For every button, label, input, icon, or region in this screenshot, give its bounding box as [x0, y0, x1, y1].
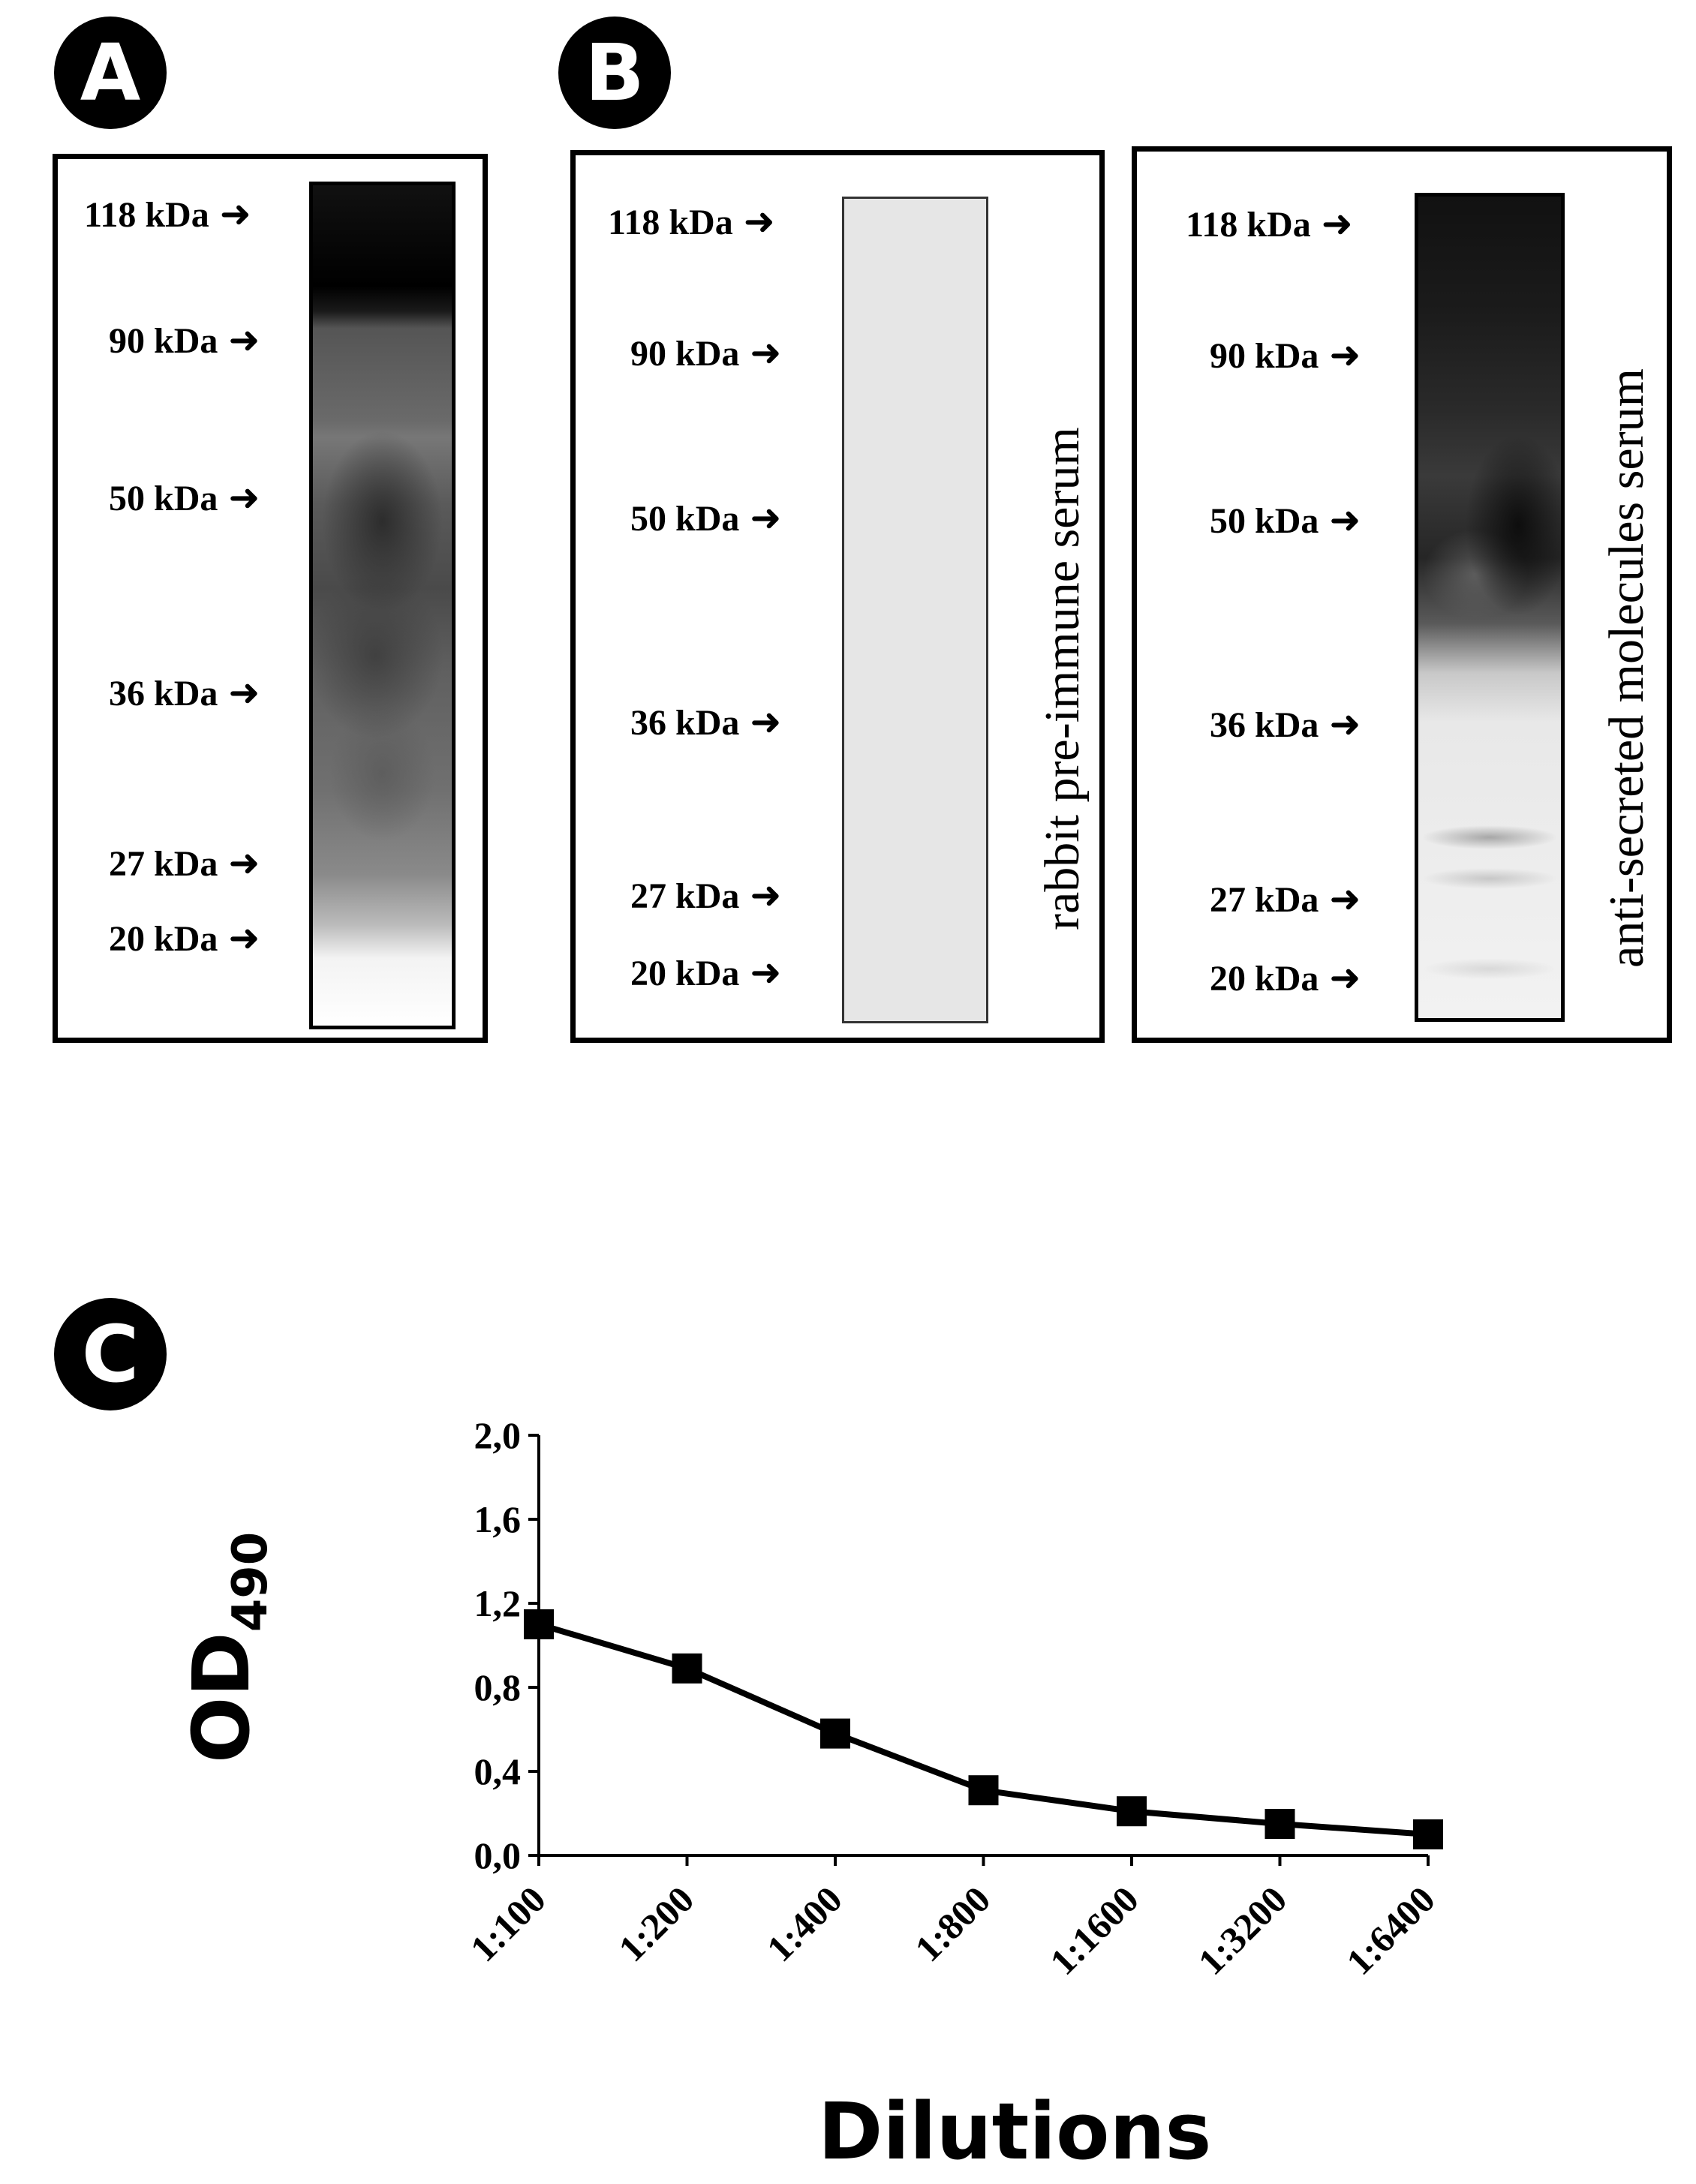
- x-tick-label: 1:100: [462, 1878, 554, 1969]
- x-tick-label: 1:6400: [1338, 1878, 1443, 1983]
- panel-b-left-marker-27: 27 kDa ➜: [630, 873, 782, 917]
- arrow-right-icon: ➜: [1329, 498, 1361, 542]
- panel-a-marker-118: 118 kDa ➜: [84, 192, 251, 236]
- panel-b-badge: B: [558, 17, 671, 129]
- dilution-line-chart: 0,0 0,4 0,8 1,2 1,6 2,0 1:100 1:200 1:400 1:800 1:…: [462, 1414, 1443, 1983]
- panel-b-left-marker-36: 36 kDa ➜: [630, 700, 782, 744]
- panel-b-left-marker-118: 118 kDa ➜: [608, 200, 775, 243]
- data-point-marker: [1264, 1809, 1295, 1839]
- panel-b-right-marker-27: 27 kDa ➜: [1210, 877, 1361, 921]
- panel-a-marker-20: 20 kDa ➜: [109, 916, 260, 960]
- arrow-right-icon: ➜: [750, 951, 782, 994]
- arrow-right-icon: ➜: [1321, 202, 1353, 245]
- x-tick-label: 1:3200: [1190, 1878, 1295, 1983]
- panel-b-right-frame: [1132, 146, 1672, 1043]
- data-point-marker: [968, 1775, 999, 1806]
- data-point-marker: [1117, 1796, 1147, 1827]
- panel-a-marker-50: 50 kDa ➜: [109, 476, 260, 519]
- arrow-right-icon: ➜: [1329, 702, 1361, 746]
- y-tick-label: 2,0: [474, 1414, 522, 1456]
- arrow-right-icon: ➜: [228, 318, 260, 362]
- arrow-right-icon: ➜: [1329, 956, 1361, 999]
- panel-a-marker-36: 36 kDa ➜: [109, 671, 260, 714]
- arrow-right-icon: ➜: [1329, 877, 1361, 921]
- x-tick-label: 1:200: [610, 1878, 702, 1969]
- arrow-right-icon: ➜: [228, 841, 260, 885]
- y-tick-label: 0,0: [474, 1834, 522, 1876]
- data-point-marker: [1413, 1819, 1443, 1849]
- arrow-right-icon: ➜: [219, 192, 251, 236]
- panel-b-right-lane: [1415, 193, 1565, 1022]
- x-axis-title: Dilutions: [818, 2086, 1212, 2177]
- arrow-right-icon: ➜: [228, 476, 260, 519]
- panel-b-right-marker-50: 50 kDa ➜: [1210, 498, 1361, 542]
- data-point-marker: [524, 1609, 554, 1639]
- arrow-right-icon: ➜: [228, 671, 260, 714]
- panel-b-right-marker-90: 90 kDa ➜: [1210, 333, 1361, 377]
- arrow-right-icon: ➜: [750, 873, 782, 917]
- y-tick-label: 1,6: [474, 1498, 522, 1540]
- panel-a-badge: A: [54, 17, 167, 129]
- arrow-right-icon: ➜: [750, 700, 782, 744]
- panel-a-marker-27: 27 kDa ➜: [109, 841, 260, 885]
- arrow-right-icon: ➜: [1329, 333, 1361, 377]
- panel-b-right-marker-118: 118 kDa ➜: [1186, 202, 1353, 245]
- arrow-right-icon: ➜: [750, 331, 782, 374]
- y-tick-label: 0,4: [474, 1750, 522, 1792]
- panel-b-left-lane: [842, 197, 988, 1023]
- x-tick-label: 1:400: [759, 1878, 850, 1969]
- x-tick-label: 1:800: [907, 1878, 998, 1969]
- x-tick-label: 1:1600: [1042, 1878, 1147, 1983]
- panel-a-frame: [53, 154, 488, 1043]
- panel-b-left-frame: [570, 150, 1105, 1043]
- panel-a-marker-90: 90 kDa ➜: [109, 318, 260, 362]
- y-tick-label: 1,2: [474, 1582, 522, 1624]
- arrow-right-icon: ➜: [743, 200, 775, 243]
- arrow-right-icon: ➜: [750, 496, 782, 539]
- panel-b-left-lane-label: rabbit pre-immune serum: [1035, 427, 1090, 930]
- panel-b-left-marker-90: 90 kDa ➜: [630, 331, 782, 374]
- panel-b-right-marker-20: 20 kDa ➜: [1210, 956, 1361, 999]
- y-tick-label: 0,8: [474, 1666, 522, 1708]
- data-point-marker: [820, 1718, 850, 1749]
- panel-b-right-marker-36: 36 kDa ➜: [1210, 702, 1361, 746]
- panel-c-badge: C: [54, 1298, 167, 1410]
- panel-b-left-marker-20: 20 kDa ➜: [630, 951, 782, 994]
- panel-a-lane: [309, 182, 456, 1029]
- panel-b-right-lane-label: anti-secreted molecules serum: [1599, 368, 1654, 968]
- panel-b-left-marker-50: 50 kDa ➜: [630, 496, 782, 539]
- data-point-marker: [672, 1653, 702, 1684]
- arrow-right-icon: ➜: [228, 916, 260, 960]
